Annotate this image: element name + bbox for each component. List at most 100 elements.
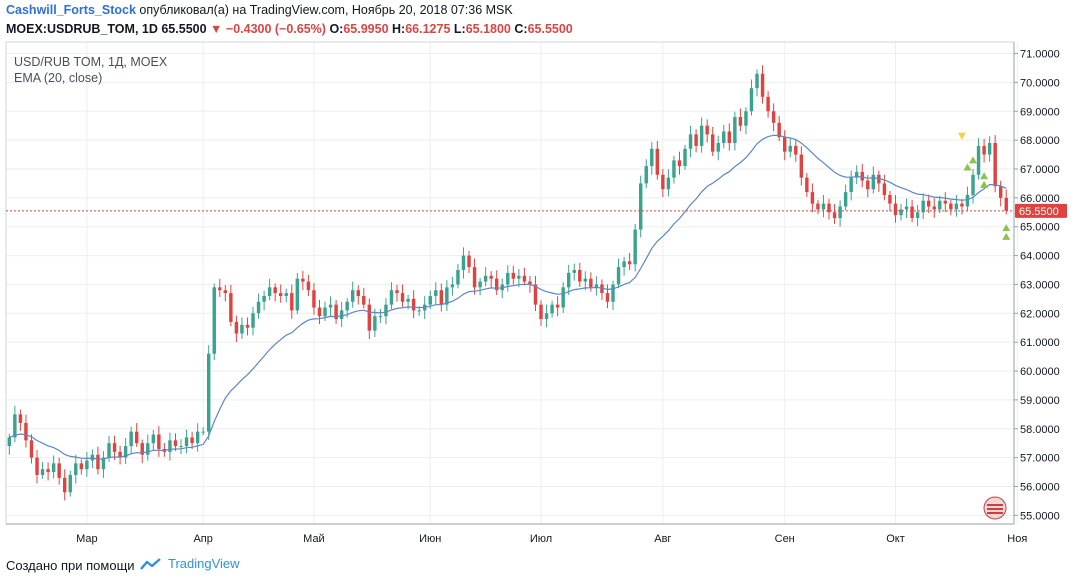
candle [389, 290, 394, 305]
candle [622, 261, 626, 268]
time-tick-label: Сен [775, 533, 795, 545]
candle [699, 125, 704, 146]
chart-grid [6, 42, 1018, 524]
candle [456, 270, 460, 285]
candle [616, 267, 621, 285]
candle [522, 275, 527, 282]
candle [290, 293, 294, 311]
legend-indicator: EMA (20, close) [14, 71, 102, 85]
candle [434, 290, 438, 296]
candle [666, 177, 671, 190]
low-value: 65.1800 [465, 22, 511, 36]
candle [694, 134, 698, 146]
candle [638, 183, 643, 230]
time-tick-label: Авг [654, 533, 671, 545]
time-tick-label: Апр [193, 533, 212, 545]
high-value: 66.1275 [405, 22, 451, 36]
candle [555, 304, 560, 308]
candle [51, 463, 56, 473]
candle [561, 287, 565, 308]
candle [306, 281, 311, 291]
candle [954, 203, 959, 210]
candle [190, 437, 194, 444]
candle [755, 73, 759, 89]
candle [832, 212, 837, 219]
candle [494, 278, 499, 291]
candle [821, 203, 826, 210]
change-value: −0.4300 (−0.65%) [225, 22, 326, 36]
candle [866, 180, 870, 190]
candle [483, 275, 488, 282]
flag-icon [983, 496, 1007, 520]
close-label: C: [514, 22, 528, 36]
candle [722, 131, 726, 144]
candle [295, 278, 300, 311]
candle [683, 148, 687, 167]
candle [395, 290, 399, 294]
candle [650, 148, 654, 167]
candle [273, 287, 277, 294]
candle [860, 171, 864, 181]
candle [544, 313, 549, 320]
last-price-tag-text: 65.5500 [1019, 206, 1059, 218]
candle [417, 310, 421, 312]
tradingview-brand[interactable]: TradingView [140, 556, 240, 571]
candle [245, 324, 250, 328]
candle [517, 275, 521, 279]
candle [472, 267, 477, 288]
candle [794, 145, 798, 155]
candle [46, 469, 50, 473]
candle [29, 440, 34, 458]
candle [350, 290, 355, 302]
candle [938, 200, 942, 210]
candle [1004, 197, 1008, 211]
candle [157, 434, 161, 449]
time-axis[interactable]: Мар Апр Май Июн Июл Авг Сен Окт Ноя [76, 533, 1027, 545]
price-tick-label: 56.0000 [1020, 481, 1060, 493]
candle [278, 293, 283, 296]
candle [672, 160, 676, 178]
candle [816, 203, 820, 210]
price-tick-label: 69.0000 [1020, 106, 1060, 118]
author-link[interactable]: Cashwill_Forts_Stock [6, 3, 136, 17]
triangle-up-icon [963, 163, 972, 171]
candle [705, 125, 709, 135]
candle [677, 160, 682, 167]
open-label: O: [329, 22, 344, 36]
last-price: 65.5500 [161, 22, 207, 36]
candle [373, 316, 377, 331]
candle [35, 457, 39, 475]
candle [589, 278, 593, 288]
price-tick-label: 65.0000 [1020, 222, 1060, 234]
candle [993, 143, 997, 187]
candle [926, 200, 931, 207]
candle [572, 270, 576, 273]
candle [578, 270, 582, 282]
triangle-up-icon [1002, 232, 1011, 240]
candle [223, 290, 228, 294]
candle [256, 301, 261, 314]
candle [799, 154, 804, 178]
footer-created-with: Создано при помощи [6, 558, 135, 573]
symbol-header: MOEX:USDRUB_TOM, 1D 65.5500 ▼ −0.4300 (−… [6, 22, 573, 36]
candle [987, 143, 992, 155]
candle [594, 284, 599, 288]
candle [782, 137, 787, 152]
candle [151, 434, 156, 444]
candle [727, 131, 732, 144]
candle [450, 284, 455, 288]
price-axis[interactable]: 55.0000 56.0000 57.0000 58.0000 59.0000 60.00… [1014, 49, 1060, 523]
candle [805, 177, 809, 193]
low-label: L: [453, 22, 466, 36]
ema-line [9, 134, 1007, 460]
candle [506, 272, 510, 285]
candle [788, 145, 792, 152]
candle [716, 143, 720, 152]
candle [195, 431, 200, 444]
candle [932, 206, 936, 210]
price-tick-label: 64.0000 [1020, 251, 1060, 263]
candle [627, 261, 632, 265]
price-tick-label: 59.0000 [1020, 395, 1060, 407]
candle [140, 443, 144, 455]
